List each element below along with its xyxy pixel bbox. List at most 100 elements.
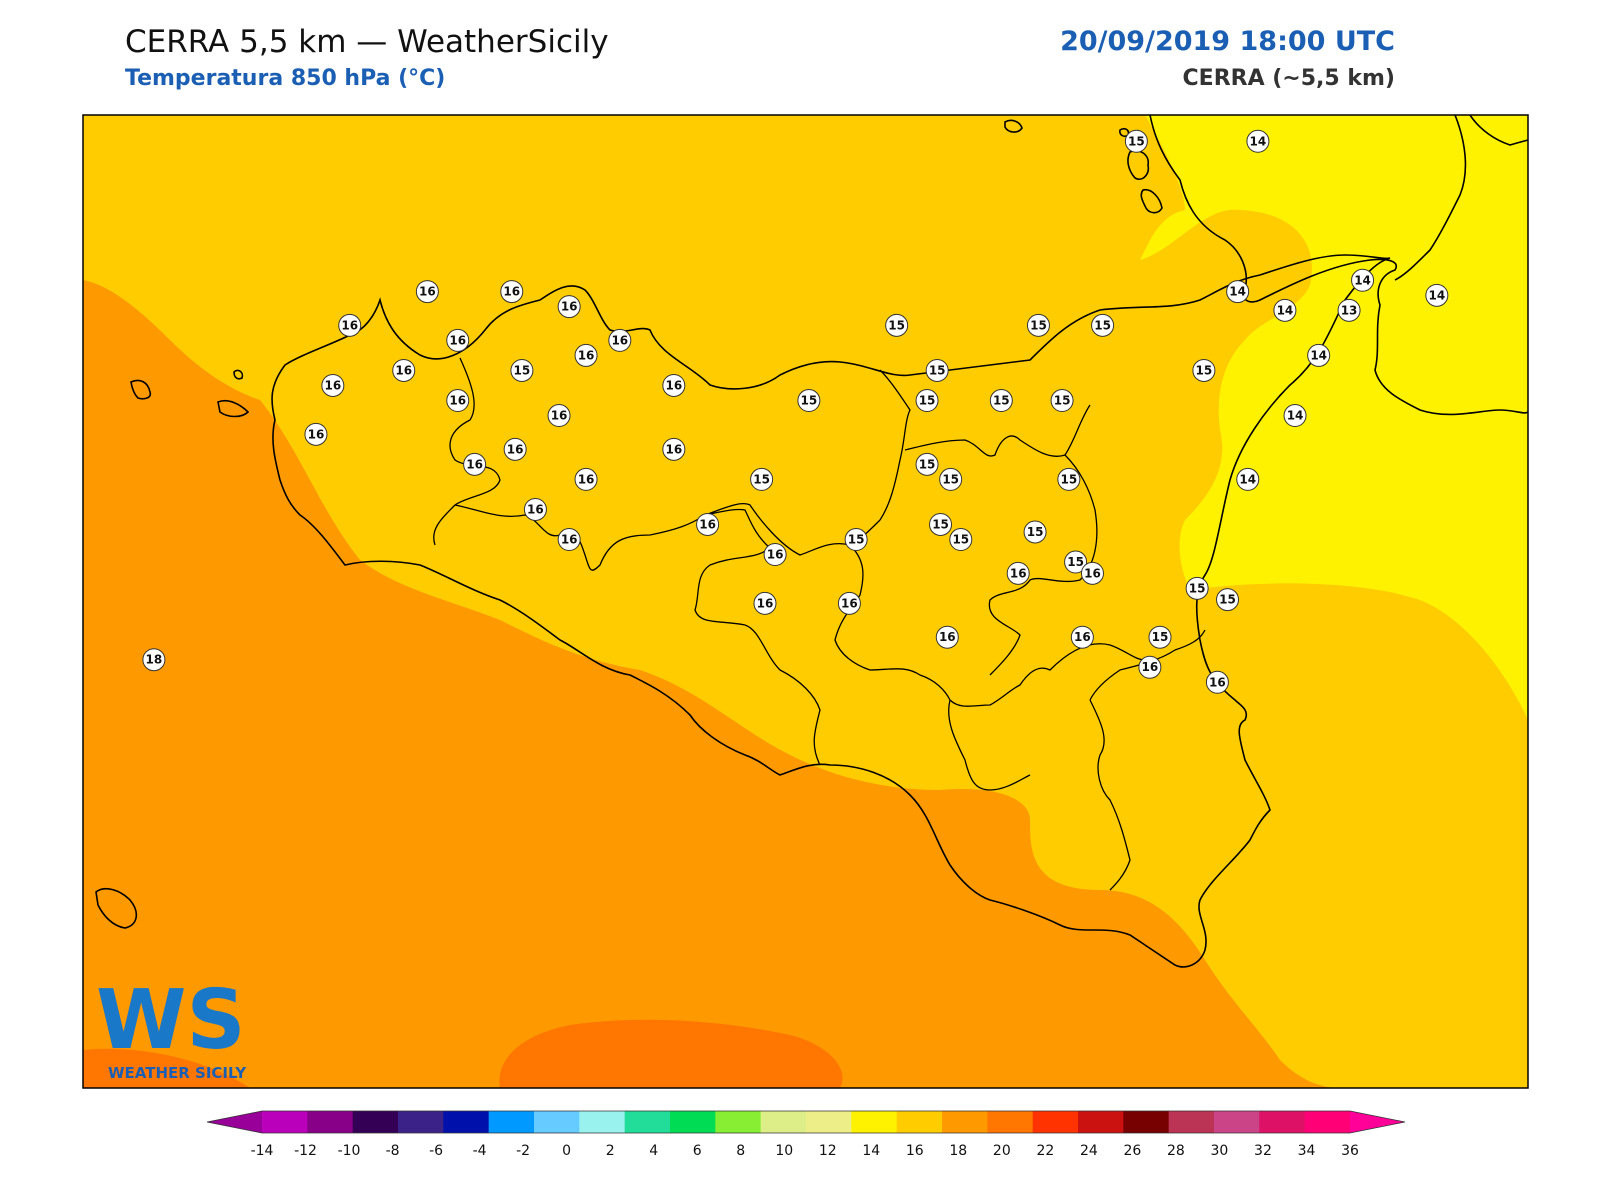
colorbar-tick-label: -8 xyxy=(386,1143,400,1159)
temperature-label: 15 xyxy=(1023,520,1047,544)
temperature-label-bg xyxy=(574,467,598,491)
colorbar-tick-label: 34 xyxy=(1298,1143,1316,1159)
temperature-label: 15 xyxy=(1124,129,1148,153)
temperature-label-value: 16 xyxy=(527,502,544,516)
temperature-label: 14 xyxy=(1226,280,1250,304)
temperature-label-bg xyxy=(750,467,774,491)
temperature-label-bg xyxy=(1124,129,1148,153)
colorbar-segment xyxy=(1304,1111,1351,1133)
temperature-label: 16 xyxy=(763,543,787,567)
temperature-label: 16 xyxy=(662,373,686,397)
temperature-label: 15 xyxy=(915,389,939,413)
temperature-label-value: 15 xyxy=(1219,593,1236,607)
temperature-label-bg xyxy=(557,528,581,552)
temperature-label: 14 xyxy=(1351,268,1375,292)
temperature-label-value: 15 xyxy=(1067,555,1084,569)
temperature-label-bg xyxy=(925,358,949,382)
temperature-label-value: 16 xyxy=(308,427,325,441)
colorbar-segment xyxy=(1123,1111,1170,1133)
temperature-label: 15 xyxy=(885,313,909,337)
temperature-labels: 15 14 16 16 16 14 14 14 16 15 15 15 14 13 16 16 16 16 15 15… xyxy=(142,129,1449,694)
temperature-label-bg xyxy=(1283,404,1307,428)
model-name: CERRA (~5,5 km) xyxy=(1182,66,1395,91)
temperature-label-value: 16 xyxy=(578,348,595,362)
colorbar-tick-label: -14 xyxy=(251,1143,274,1159)
colorbar-tick-label: 6 xyxy=(693,1143,702,1159)
egadi-island-1 xyxy=(130,379,152,400)
temperature-label-value: 15 xyxy=(801,394,818,408)
temperature-label-value: 16 xyxy=(449,333,466,347)
temperature-label-value: 15 xyxy=(753,472,770,486)
logo-letters: WS xyxy=(96,973,246,1068)
temperature-label-bg xyxy=(557,295,581,319)
temperature-label-bg xyxy=(1006,561,1030,585)
temperature-label-value: 15 xyxy=(952,533,969,547)
colorbar-segment xyxy=(806,1111,852,1133)
temperature-label-value: 15 xyxy=(888,318,905,332)
boundary-enna-messina xyxy=(904,404,1091,457)
temperature-label: 16 xyxy=(574,467,598,491)
temperature-label-bg xyxy=(574,343,598,367)
temperature-label: 14 xyxy=(1307,343,1331,367)
colorbar-tick-label: 18 xyxy=(949,1143,967,1159)
temperature-label: 14 xyxy=(1425,283,1449,307)
temperature-label: 16 xyxy=(1006,561,1030,585)
temperature-label-value: 15 xyxy=(1054,394,1071,408)
colorbar-over-arrow xyxy=(1350,1111,1405,1133)
temperature-label-bg xyxy=(662,373,686,397)
temperature-label-value: 16 xyxy=(665,442,682,456)
temperature-label-bg xyxy=(392,358,416,382)
temperature-label-bg xyxy=(885,313,909,337)
temperature-label: 15 xyxy=(1192,358,1216,382)
field-18-20-corner xyxy=(83,1048,250,1088)
temperature-label: 15 xyxy=(750,467,774,491)
colorbar-segment xyxy=(398,1111,444,1133)
temperature-label-value: 14 xyxy=(1229,285,1246,299)
colorbar-tick-label: 24 xyxy=(1080,1143,1098,1159)
colorbar-segment xyxy=(624,1111,671,1133)
temperature-label: 16 xyxy=(753,591,777,615)
temperature-label-bg xyxy=(763,543,787,567)
temperature-label: 14 xyxy=(1273,298,1297,322)
boundary-catania-ragusa xyxy=(949,643,1146,707)
temperature-label-value: 15 xyxy=(1152,630,1169,644)
field-12-14 xyxy=(1140,115,1528,720)
temperature-label-bg xyxy=(608,328,632,352)
temperature-label-bg xyxy=(1057,467,1081,491)
colorbar-tick-label: 8 xyxy=(736,1143,745,1159)
colorbar-tick-label: 26 xyxy=(1123,1143,1141,1159)
temperature-label-value: 16 xyxy=(324,378,341,392)
temperature-label-value: 15 xyxy=(1030,318,1047,332)
temperature-label: 16 xyxy=(662,437,686,461)
colorbar-segment xyxy=(851,1111,898,1133)
temperature-label-value: 13 xyxy=(1341,303,1358,317)
colorbar-tick-label: -4 xyxy=(473,1143,487,1159)
temperature-label-bg xyxy=(1070,625,1094,649)
temperature-label-bg xyxy=(1185,576,1209,600)
temperature-label-bg xyxy=(1273,298,1297,322)
temperature-label-bg xyxy=(837,591,861,615)
aeolian-island-1 xyxy=(1004,119,1023,133)
temperature-label-value: 16 xyxy=(611,333,628,347)
temperature-label: 15 xyxy=(1026,313,1050,337)
colorbar-tick-label: -6 xyxy=(429,1143,443,1159)
temperature-label-value: 15 xyxy=(919,457,936,471)
temperature-label: 15 xyxy=(1185,576,1209,600)
temperature-label: 16 xyxy=(338,313,362,337)
temperature-label: 16 xyxy=(837,591,861,615)
temperature-label-value: 14 xyxy=(1354,273,1371,287)
coastlines xyxy=(95,115,1528,968)
temperature-label-value: 15 xyxy=(993,394,1010,408)
colorbar-segment xyxy=(670,1111,716,1133)
temperature-label-bg xyxy=(1351,268,1375,292)
temperature-label-bg xyxy=(1148,625,1172,649)
colorbar-tick-label: 4 xyxy=(649,1143,658,1159)
colorbar-segment xyxy=(1168,1111,1215,1133)
calabria-coast xyxy=(1149,115,1528,416)
temperature-label-bg xyxy=(463,452,487,476)
temperature-label-value: 16 xyxy=(1142,660,1159,674)
temperature-label-value: 16 xyxy=(561,533,578,547)
temperature-label-bg xyxy=(1246,129,1270,153)
temperature-label-bg xyxy=(1080,561,1104,585)
